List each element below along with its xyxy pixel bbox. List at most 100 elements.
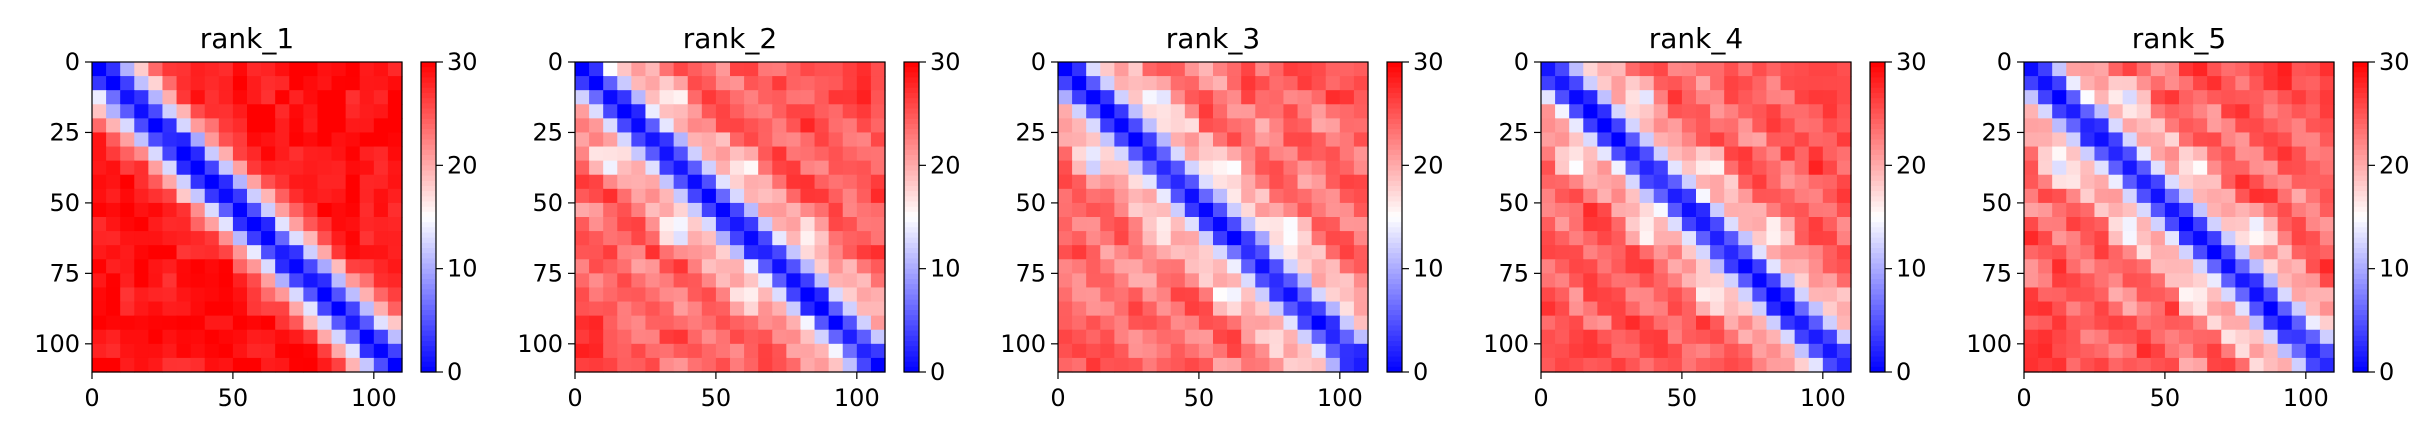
colorbar-segment (1387, 315, 1402, 321)
colorbar-tick-label: 0 (447, 358, 462, 386)
heatmap-cell (589, 301, 604, 317)
heatmap-cell (1311, 245, 1327, 260)
heatmap-cell (232, 160, 248, 176)
heatmap-cell (589, 160, 604, 176)
heatmap-cell (828, 76, 844, 91)
heatmap-cell (617, 231, 632, 246)
heatmap-cell (575, 329, 590, 345)
heatmap-cell (1142, 315, 1158, 331)
colorbar-segment (904, 232, 919, 239)
heatmap-cell (1766, 329, 1782, 345)
heatmap-cell (1072, 245, 1087, 260)
heatmap-cell (275, 231, 290, 246)
colorbar-segment (904, 284, 919, 290)
heatmap-cell (1142, 160, 1158, 176)
heatmap-cell (317, 118, 333, 134)
colorbar-segment (2353, 351, 2368, 358)
heatmap-cell (2108, 132, 2124, 148)
heatmap-cell (1541, 104, 1556, 119)
heatmap-cell (2249, 90, 2265, 105)
heatmap-cell (176, 273, 192, 289)
heatmap-cell (1325, 188, 1341, 204)
heatmap-cell (2164, 245, 2180, 260)
heatmap-cell (1794, 90, 1810, 105)
heatmap-cell (1625, 245, 1641, 260)
heatmap-cell (659, 146, 675, 162)
colorbar-segment (1387, 299, 1402, 306)
heatmap-cell (1738, 202, 1753, 218)
colorbar-segment (1870, 124, 1885, 130)
heatmap-cell (2193, 301, 2208, 317)
heatmap-cell (2319, 259, 2335, 274)
heatmap-cell (345, 104, 361, 119)
heatmap-cell (1086, 357, 1101, 373)
heatmap-cell (814, 188, 830, 204)
heatmap-cell (317, 90, 333, 105)
heatmap-cell (2207, 357, 2222, 373)
heatmap-cell (2136, 202, 2152, 218)
heatmap-cell (687, 357, 703, 373)
heatmap-cell (331, 231, 347, 246)
heatmap-cell (1639, 231, 1655, 246)
heatmap-cell (1100, 174, 1115, 190)
colorbar-segment (1387, 335, 1402, 342)
colorbar-segment (1387, 67, 1402, 73)
heatmap-cell (1213, 104, 1228, 119)
heatmap-cell (814, 202, 830, 218)
panel-title: rank_2 (683, 22, 777, 55)
heatmap-cell (2277, 287, 2293, 303)
heatmap-cell (2235, 329, 2251, 345)
heatmap-cell (1569, 132, 1584, 148)
heatmap-cell (701, 301, 717, 317)
heatmap-cell (659, 90, 675, 105)
heatmap-cell (162, 104, 178, 119)
colorbar-segment (1387, 258, 1402, 265)
heatmap-cell (2038, 287, 2053, 303)
heatmap-cell (772, 315, 787, 331)
heatmap-cell (1541, 273, 1556, 289)
heatmap-cell (1128, 160, 1144, 176)
heatmap-cell (1569, 76, 1584, 91)
heatmap-cell (1597, 315, 1613, 331)
heatmap-cell (659, 202, 675, 218)
heatmap-cell (345, 202, 361, 218)
heatmap-cell (1156, 132, 1172, 148)
heatmap-cell (387, 132, 403, 148)
heatmap-cell (2277, 329, 2293, 345)
heatmap-cell (1184, 259, 1200, 274)
heatmap-cell (120, 245, 135, 260)
heatmap-cell (1766, 132, 1782, 148)
heatmap-cell (387, 104, 403, 119)
heatmap-cell (1738, 217, 1753, 232)
heatmap-cell (190, 174, 206, 190)
heatmap-cell (1241, 343, 1256, 359)
heatmap-cell (148, 188, 164, 204)
heatmap-cell (1724, 76, 1739, 91)
heatmap-cell (701, 273, 717, 289)
heatmap-cell (1541, 231, 1556, 246)
heatmap-cell (1255, 315, 1270, 331)
heatmap-cell (2024, 301, 2039, 317)
heatmap-cell (359, 90, 375, 105)
heatmap-cell (1780, 118, 1796, 134)
heatmap-cell (2291, 104, 2307, 119)
heatmap-cell (1541, 301, 1556, 317)
colorbar-segment (1870, 93, 1885, 99)
heatmap-cell (1836, 174, 1852, 190)
heatmap-cell (247, 188, 262, 204)
heatmap-cell (1822, 90, 1838, 105)
heatmap-cell (730, 301, 745, 317)
heatmap-cell (1297, 231, 1313, 246)
heatmap-cell (2305, 62, 2321, 77)
heatmap-cell (2193, 188, 2208, 204)
heatmap-cell (387, 231, 403, 246)
heatmap-cell (2108, 301, 2124, 317)
heatmap-cell (603, 174, 618, 190)
heatmap-cell (106, 62, 121, 77)
heatmap-cell (1808, 118, 1824, 134)
heatmap-cell (2221, 132, 2236, 148)
heatmap-cell (1794, 160, 1810, 176)
heatmap-cell (856, 160, 872, 176)
heatmap-cell (2263, 146, 2279, 162)
y-tick-label: 100 (517, 330, 563, 358)
